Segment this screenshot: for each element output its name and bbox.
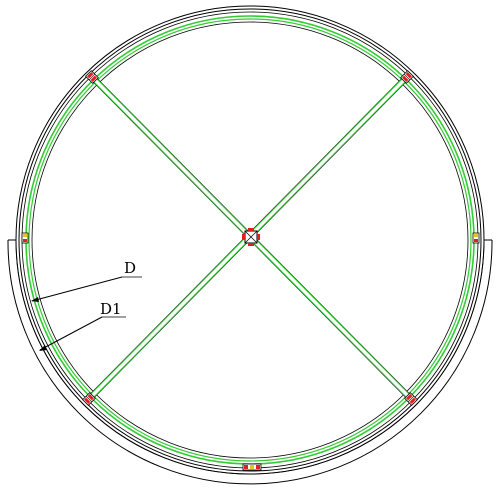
connector-top-right: [400, 70, 414, 84]
inner-ring-black: [31, 21, 469, 459]
dim-D1-leader: [39, 316, 103, 351]
dim-D-leader: [31, 276, 123, 302]
lower-guide-outer: [7, 240, 493, 485]
connector-bottom: [242, 463, 262, 471]
connector-center: [242, 228, 260, 246]
outer-ring-2: [18, 8, 482, 472]
connector-left: [21, 232, 29, 244]
dim-D-label: D: [124, 259, 136, 277]
green-ring-inner: [28, 18, 472, 462]
connector-bottom-right: [404, 392, 418, 406]
dim-D-arrowhead: [31, 297, 39, 302]
dimension-D: D: [31, 259, 142, 302]
connector-bottom-left: [82, 392, 96, 406]
lower-guide-inner: [15, 239, 485, 475]
dim-D1-arrowhead: [39, 345, 47, 351]
dim-D1-label: D1: [100, 300, 122, 318]
connector-top-left: [85, 70, 99, 84]
connector-right: [472, 232, 480, 244]
dimension-D1: D1: [39, 300, 126, 351]
